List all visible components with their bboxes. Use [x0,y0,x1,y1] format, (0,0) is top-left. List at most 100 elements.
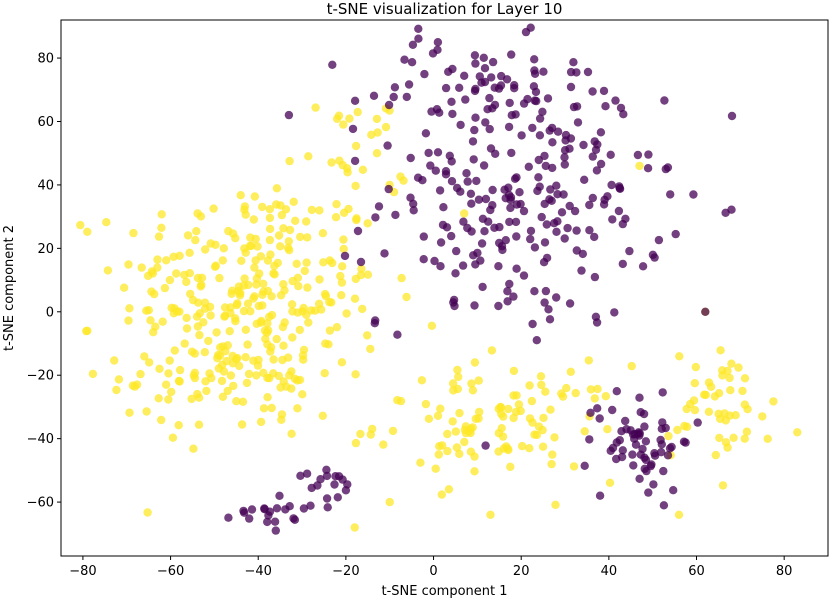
purple-point [565,201,574,211]
purple-point [577,266,586,275]
yellow-point [302,217,311,226]
yellow-point [318,229,328,238]
yellow-point [232,397,241,406]
purple-point [502,75,512,84]
purple-point [438,220,448,230]
yellow-point [140,352,149,361]
purple-point [458,261,468,270]
purple-point [512,200,521,209]
x-tick-label: 80 [776,564,793,579]
yellow-point [706,382,716,391]
purple-point [659,466,668,476]
yellow-point [278,322,288,332]
purple-point [475,72,484,81]
purple-point [497,242,507,251]
yellow-point [223,386,232,396]
purple-point [370,319,379,328]
purple-point [640,422,649,431]
yellow-point [124,260,133,269]
purple-point [480,227,489,236]
yellow-point [103,266,113,275]
purple-point [506,203,515,213]
yellow-point [718,481,728,490]
purple-point [474,195,484,204]
purple-point [447,231,456,241]
yellow-point [284,237,293,246]
yellow-point [256,252,266,261]
purple-point [535,182,544,191]
yellow-point [220,312,229,321]
purple-point [448,109,457,119]
purple-point [436,262,445,271]
purple-point [553,127,563,136]
purple-point [447,157,456,166]
yellow-point [219,244,228,253]
purple-point [439,203,448,212]
yellow-point [246,307,255,316]
yellow-point [315,275,324,284]
yellow-point [385,497,394,507]
purple-point [501,236,510,245]
yellow-point [475,407,484,417]
yellow-point [742,427,752,436]
purple-point [614,206,624,216]
yellow-point [318,411,327,420]
purple-point [334,472,344,481]
purple-point [511,217,521,227]
purple-point [541,286,551,296]
purple-point [384,184,393,194]
purple-point [466,189,476,198]
yellow-point [675,352,684,361]
purple-point [588,193,597,203]
yellow-point [195,309,204,318]
purple-point [485,124,494,134]
purple-point [380,249,389,258]
yellow-point [304,152,313,161]
purple-point [383,141,392,150]
x-tick-label: 0 [429,564,437,579]
yellow-point [128,381,138,390]
yellow-point [272,184,282,193]
yellow-point [487,346,497,355]
purple-point [330,480,339,489]
purple-point [532,336,541,345]
yellow-point [569,462,579,471]
yellow-point [506,462,515,471]
yellow-point [225,327,234,336]
yellow-point [175,377,184,386]
yellow-point [240,274,249,283]
yellow-point [509,391,518,400]
yellow-point [175,365,185,375]
purple-point [544,305,553,314]
yellow-point [241,353,250,362]
purple-point [631,440,641,449]
yellow-point [273,258,282,268]
purple-point [660,96,669,105]
yellow-point [337,358,347,367]
purple-point [586,408,595,417]
purple-point [538,107,547,117]
yellow-point [466,447,476,456]
yellow-point [465,427,474,436]
yellow-point [448,379,458,388]
yellow-point [259,404,269,413]
yellow-point [279,341,288,350]
yellow-point [436,404,445,413]
yellow-point [527,396,537,406]
purple-point [390,83,400,92]
yellow-point [259,279,268,288]
purple-point [643,164,653,173]
purple-point [400,55,409,64]
yellow-point [206,311,215,320]
purple-point [701,307,710,316]
purple-point [618,446,627,455]
purple-point [721,208,730,217]
purple-point [296,471,305,480]
yellow-point [381,122,391,132]
yellow-point [201,245,210,254]
yellow-point [538,442,548,451]
yellow-point [258,290,267,299]
yellow-point [704,407,714,416]
purple-point [496,81,506,90]
yellow-point [314,299,324,308]
